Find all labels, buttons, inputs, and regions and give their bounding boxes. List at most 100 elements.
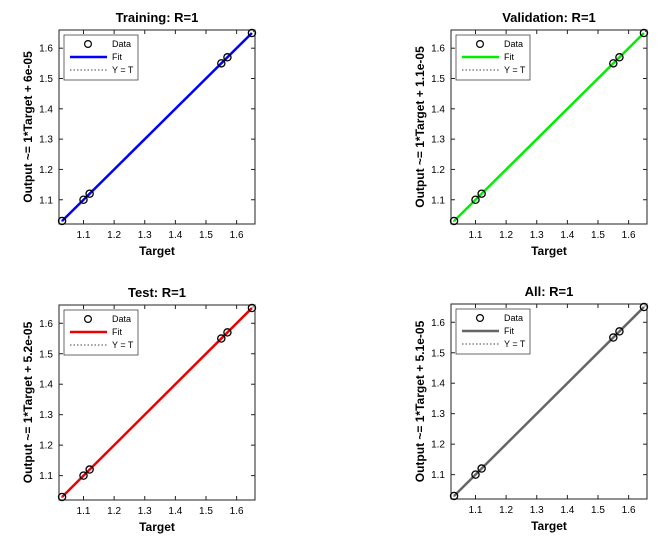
x-axis-label: Target (139, 520, 175, 534)
fit-line (453, 306, 645, 497)
x-tick-label: 1.2 (107, 230, 121, 241)
data-point (79, 195, 88, 204)
y-tick-label: 1.3 (431, 135, 445, 146)
x-tick-label: 1.1 (469, 505, 483, 516)
y-tick-label: 1.5 (431, 74, 445, 85)
x-tick-label: 1.3 (530, 230, 544, 241)
y-tick-label: 1.5 (39, 349, 53, 360)
legend-data-marker (476, 314, 485, 323)
x-tick-label: 1.4 (168, 230, 182, 241)
legend: Data Fit Y = T (63, 34, 139, 81)
data-point (217, 59, 226, 68)
fit-line (453, 32, 645, 222)
data-point (615, 327, 624, 336)
data-point (217, 334, 226, 343)
data-point (85, 465, 94, 474)
legend-label-fit: Fit (112, 52, 122, 62)
x-tick-label: 1.6 (622, 230, 636, 241)
data-point (477, 189, 486, 198)
y-axis-label: Output ~= 1*Target + 1.1e-05 (413, 46, 427, 208)
x-tick-label: 1.3 (138, 506, 152, 517)
x-axis-label: Target (139, 244, 175, 258)
x-tick-label: 1.2 (499, 230, 513, 241)
data-point (79, 471, 88, 480)
data-point (471, 195, 480, 204)
data-point (609, 59, 618, 68)
regression-plot: 1.1 1.2 1.3 1.4 1.5 1.6 1.1 1.2 1.3 1.4 1.5 1.6 Test… (21, 285, 257, 534)
y-tick-label: 1.2 (39, 165, 53, 176)
chart-title: All: R=1 (525, 284, 574, 299)
legend-label-data: Data (504, 313, 523, 323)
x-tick-label: 1.4 (168, 506, 182, 517)
x-tick-label: 1.2 (499, 505, 513, 516)
data-point (477, 464, 486, 473)
y-tick-label: 1.3 (39, 135, 53, 146)
data-point (223, 53, 232, 62)
fit-line (61, 32, 253, 222)
y-tick-label: 1.6 (39, 44, 53, 55)
legend-label-identity: Y = T (504, 65, 526, 75)
data-point (615, 53, 624, 62)
chart-title: Validation: R=1 (502, 10, 596, 25)
y-tick-label: 1.4 (431, 379, 445, 390)
y-tick-label: 1.4 (39, 104, 53, 115)
data-point (609, 333, 618, 342)
fit-line (61, 307, 253, 498)
x-tick-label: 1.4 (560, 230, 574, 241)
chart-title: Test: R=1 (128, 285, 186, 300)
data-point (85, 189, 94, 198)
y-axis-label: Output ~= 1*Target + 5.1e-05 (413, 320, 427, 482)
y-tick-label: 1.3 (431, 409, 445, 420)
x-tick-label: 1.6 (230, 230, 244, 241)
x-tick-label: 1.1 (77, 506, 91, 517)
x-tick-label: 1.6 (230, 506, 244, 517)
legend-label-data: Data (504, 39, 523, 49)
x-tick-label: 1.5 (199, 230, 213, 241)
legend-label-identity: Y = T (112, 65, 134, 75)
x-axis-label: Target (531, 244, 567, 258)
y-tick-label: 1.5 (431, 348, 445, 359)
data-point (247, 28, 257, 38)
y-tick-label: 1.6 (431, 44, 445, 55)
x-tick-label: 1.2 (107, 506, 121, 517)
x-tick-label: 1.3 (530, 505, 544, 516)
legend-label-data: Data (112, 314, 131, 324)
y-tick-label: 1.6 (431, 318, 445, 329)
y-tick-label: 1.3 (39, 410, 53, 421)
legend-data-marker (83, 315, 92, 324)
x-tick-label: 1.5 (591, 505, 605, 516)
y-tick-label: 1.1 (39, 471, 53, 482)
y-axis-label: Output ~= 1*Target + 6e-05 (21, 51, 35, 203)
x-tick-label: 1.1 (469, 230, 483, 241)
legend-data-marker (476, 39, 485, 48)
x-tick-label: 1.5 (199, 506, 213, 517)
x-tick-label: 1.4 (560, 505, 574, 516)
regression-plot: 1.1 1.2 1.3 1.4 1.5 1.6 1.1 1.2 1.3 1.4 1.5 1.6 All:… (413, 284, 649, 533)
y-tick-label: 1.1 (431, 195, 445, 206)
regression-plot: 1.1 1.2 1.3 1.4 1.5 1.6 1.1 1.2 1.3 1.4 1.5 1.6 Trai… (21, 10, 257, 258)
y-tick-label: 1.2 (39, 441, 53, 452)
x-axis-label: Target (531, 519, 567, 533)
legend-data-marker (83, 39, 92, 48)
data-point (639, 302, 649, 312)
x-tick-label: 1.3 (138, 230, 152, 241)
y-tick-label: 1.6 (39, 319, 53, 330)
y-tick-label: 1.1 (39, 195, 53, 206)
y-tick-label: 1.2 (431, 165, 445, 176)
legend-label-fit: Fit (504, 326, 514, 336)
data-point (639, 28, 649, 38)
data-point (57, 492, 67, 502)
data-point (449, 216, 459, 226)
chart-title: Training: R=1 (116, 10, 199, 25)
legend: Data Fit Y = T (63, 309, 139, 356)
data-point (57, 216, 67, 226)
x-tick-label: 1.5 (591, 230, 605, 241)
data-point (449, 491, 459, 501)
y-tick-label: 1.2 (431, 440, 445, 451)
legend: Data Fit Y = T (455, 34, 531, 81)
data-point (223, 328, 232, 337)
legend-label-data: Data (112, 39, 131, 49)
x-tick-label: 1.6 (622, 505, 636, 516)
legend-label-fit: Fit (112, 327, 122, 337)
y-tick-label: 1.4 (431, 104, 445, 115)
